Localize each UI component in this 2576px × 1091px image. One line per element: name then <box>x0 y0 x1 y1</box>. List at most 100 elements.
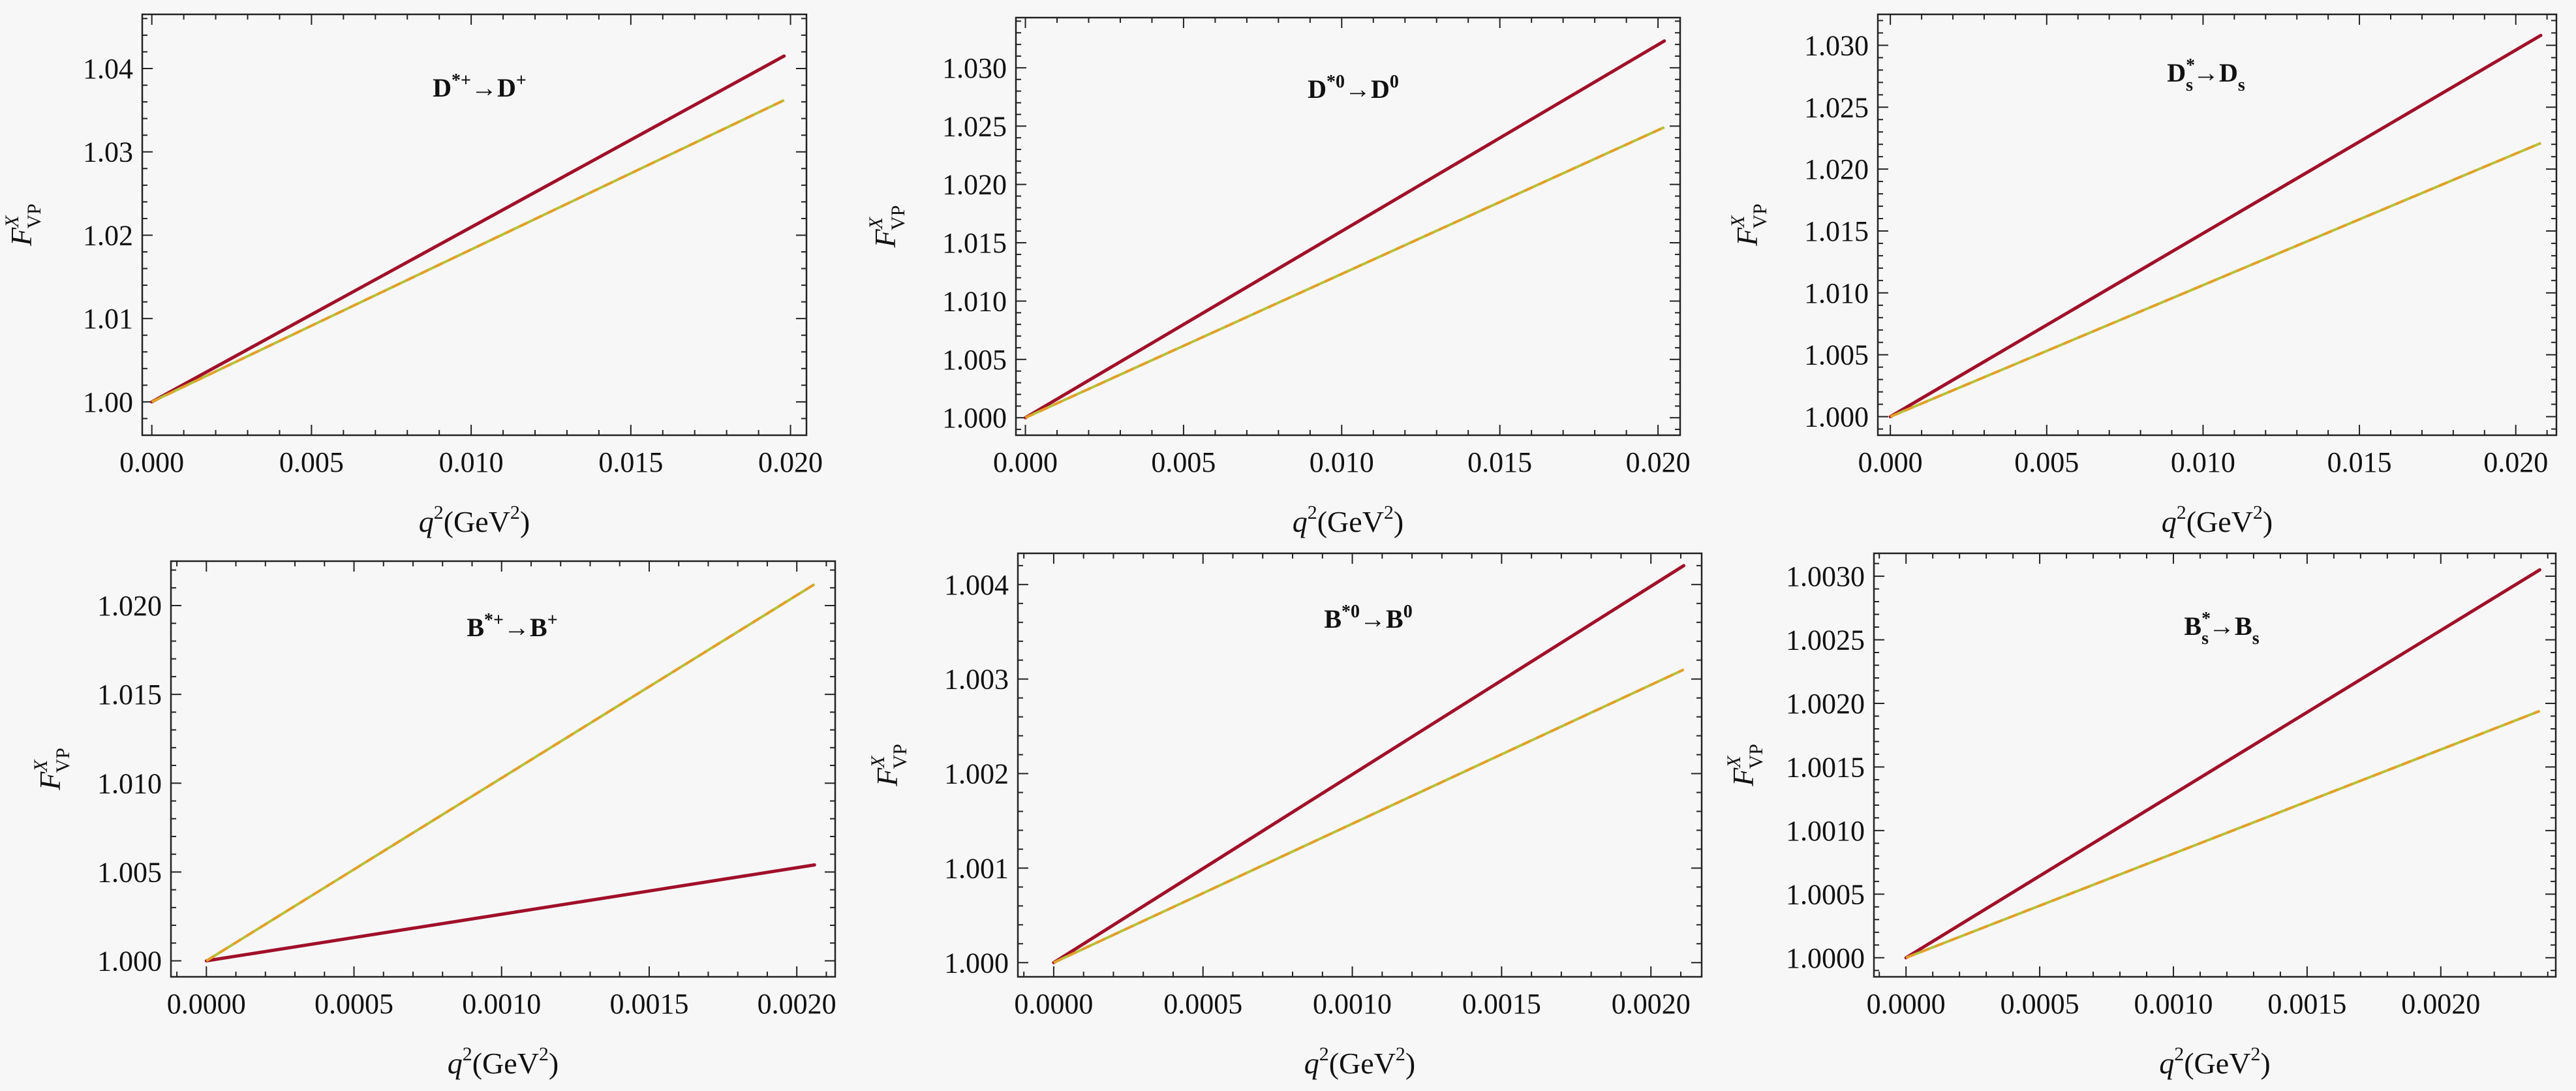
title-sub: s <box>2186 75 2193 95</box>
panel-title: B*+→B+ <box>467 610 557 642</box>
x-tick-label: 0.0000 <box>167 988 246 1020</box>
y-tick-label: 1.004 <box>944 569 1009 601</box>
y-tick-label: 1.020 <box>1804 153 1869 185</box>
x-tick-label: 0.015 <box>2327 446 2392 478</box>
x-axis-label-unit: ) <box>1394 505 1403 538</box>
y-tick-label: 1.0025 <box>1786 624 1865 656</box>
y-axis-label-base: F <box>5 227 38 247</box>
title-target: B <box>2235 611 2252 641</box>
y-axis-label-base: F <box>870 767 904 787</box>
y-axis-label: FXVP <box>30 748 74 791</box>
y-tick-label: 1.005 <box>1804 339 1869 371</box>
y-tick-label: 1.030 <box>942 52 1007 84</box>
chart-panel: 0.000 0.005 0.010 0.015 0.020 1.000 1.005 1.010… <box>865 16 1691 538</box>
x-axis-label-base: q <box>448 1047 463 1080</box>
y-axis-label-sub: VP <box>52 748 74 773</box>
title-sup: * <box>2201 609 2211 629</box>
plot-frame <box>1873 552 2557 978</box>
title-sup: *0 <box>1342 602 1360 622</box>
x-tick-label: 0.0020 <box>758 988 836 1020</box>
y-axis-label-sup: X <box>867 755 889 769</box>
x-axis-label: q2(GeV2) <box>2159 1043 2271 1080</box>
x-tick-label: 0.010 <box>2171 446 2235 478</box>
y-tick-label: 1.003 <box>944 664 1009 696</box>
x-tick-label: 0.000 <box>1858 446 1923 478</box>
title-target: B <box>530 613 547 642</box>
title-target: D <box>1371 74 1390 104</box>
plot-frame <box>141 13 808 437</box>
series-line-dashed <box>1905 709 2541 959</box>
x-axis-label-base: q <box>1293 505 1308 538</box>
x-axis-label: q2(GeV2) <box>448 1043 559 1080</box>
x-tick-label: 0.0005 <box>1163 988 1242 1020</box>
y-tick-label: 1.000 <box>944 947 1009 979</box>
x-tick-label: 0.005 <box>1151 446 1216 478</box>
x-axis-label-unit: ) <box>2260 1047 2270 1080</box>
title-sup: * <box>2186 55 2195 76</box>
x-tick-label: 0.000 <box>993 446 1058 478</box>
chart-panel: 0.000 0.005 0.010 0.015 0.020 1.000 1.005 1.010… <box>1727 13 2558 538</box>
y-axis-label-sup: X <box>1723 755 1745 769</box>
y-tick-label: 1.001 <box>944 852 1009 884</box>
panel-title: B* s→Bs <box>2184 609 2259 649</box>
chart-panel: 0.000 0.005 0.010 0.015 0.020 1.00 1.01 1.02 1.0… <box>1 13 823 538</box>
series-line-dashed <box>1024 126 1665 420</box>
y-tick-label: 1.0005 <box>1786 878 1865 910</box>
y-tick-label: 1.002 <box>944 758 1009 790</box>
series-line-solid <box>1024 39 1666 420</box>
x-tick-label: 0.0010 <box>2134 988 2213 1020</box>
y-tick-label: 1.0020 <box>1786 688 1865 720</box>
x-axis-label-unit: (GeV <box>2184 1047 2250 1080</box>
y-tick-label: 1.000 <box>97 945 162 977</box>
x-axis-label-unit: (GeV <box>2186 505 2253 538</box>
x-axis-label-power: 2 <box>434 502 444 523</box>
y-tick-label: 1.010 <box>97 767 162 799</box>
x-axis-label-base: q <box>1304 1047 1319 1080</box>
x-tick-label: 0.0015 <box>2267 988 2346 1020</box>
y-tick-label: 1.01 <box>83 303 133 335</box>
title-main: D <box>1308 74 1326 104</box>
x-axis-label-unit: (GeV <box>472 1047 539 1080</box>
y-tick-label: 1.03 <box>83 136 133 168</box>
y-tick-label: 1.000 <box>942 402 1007 434</box>
y-tick-label: 1.015 <box>942 227 1007 259</box>
y-tick-label: 1.025 <box>1804 91 1869 123</box>
x-tick-label: 0.015 <box>1467 446 1532 478</box>
panel-title: D* s→Ds <box>2167 55 2245 95</box>
series-line-dashed <box>206 583 816 962</box>
y-axis-label: FXVP <box>865 206 909 249</box>
y-tick-label: 1.020 <box>97 590 162 622</box>
x-tick-label: 0.005 <box>279 446 344 478</box>
x-tick-label: 0.005 <box>2014 446 2079 478</box>
y-axis-label: FXVP <box>1 204 45 247</box>
series-line-solid <box>1904 568 2541 960</box>
y-tick-label: 1.025 <box>942 110 1007 142</box>
chart-panel: 0.0000 0.0005 0.0010 0.0015 0.0020 1.0000 1.00… <box>1723 552 2557 1080</box>
series-line-dashed <box>151 99 785 403</box>
plot-frame <box>1017 552 1703 978</box>
x-axis-label-power: 2 <box>463 1043 472 1065</box>
y-tick-label: 1.0010 <box>1786 815 1865 847</box>
y-axis-label-sub: VP <box>23 204 45 228</box>
y-tick-label: 1.00 <box>83 386 133 418</box>
y-tick-label: 1.005 <box>942 344 1007 376</box>
x-axis-label: q2(GeV2) <box>1293 502 1404 538</box>
x-axis-label-base: q <box>419 505 434 538</box>
x-tick-label: 0.0010 <box>1313 988 1392 1020</box>
panel-title: D*+→D+ <box>433 70 527 102</box>
title-main: D <box>433 73 452 102</box>
title-sup: *+ <box>452 70 471 91</box>
title-main: B <box>467 613 484 642</box>
chart-panel: 0.0000 0.0005 0.0010 0.0015 0.0020 1.000 1.001… <box>867 552 1703 1080</box>
y-axis-label-sup: X <box>1 215 23 228</box>
x-axis-label-power: 2 <box>1319 1043 1329 1065</box>
x-tick-label: 0.010 <box>439 446 504 478</box>
x-tick-label: 0.020 <box>2483 446 2548 478</box>
title-sub: s <box>2252 628 2260 649</box>
y-axis-label-sub: VP <box>1749 204 1771 228</box>
plot-frame <box>1015 16 1681 437</box>
title-sub: s <box>2238 75 2245 95</box>
title-sup: + <box>516 70 527 91</box>
y-tick-label: 1.015 <box>97 679 162 711</box>
